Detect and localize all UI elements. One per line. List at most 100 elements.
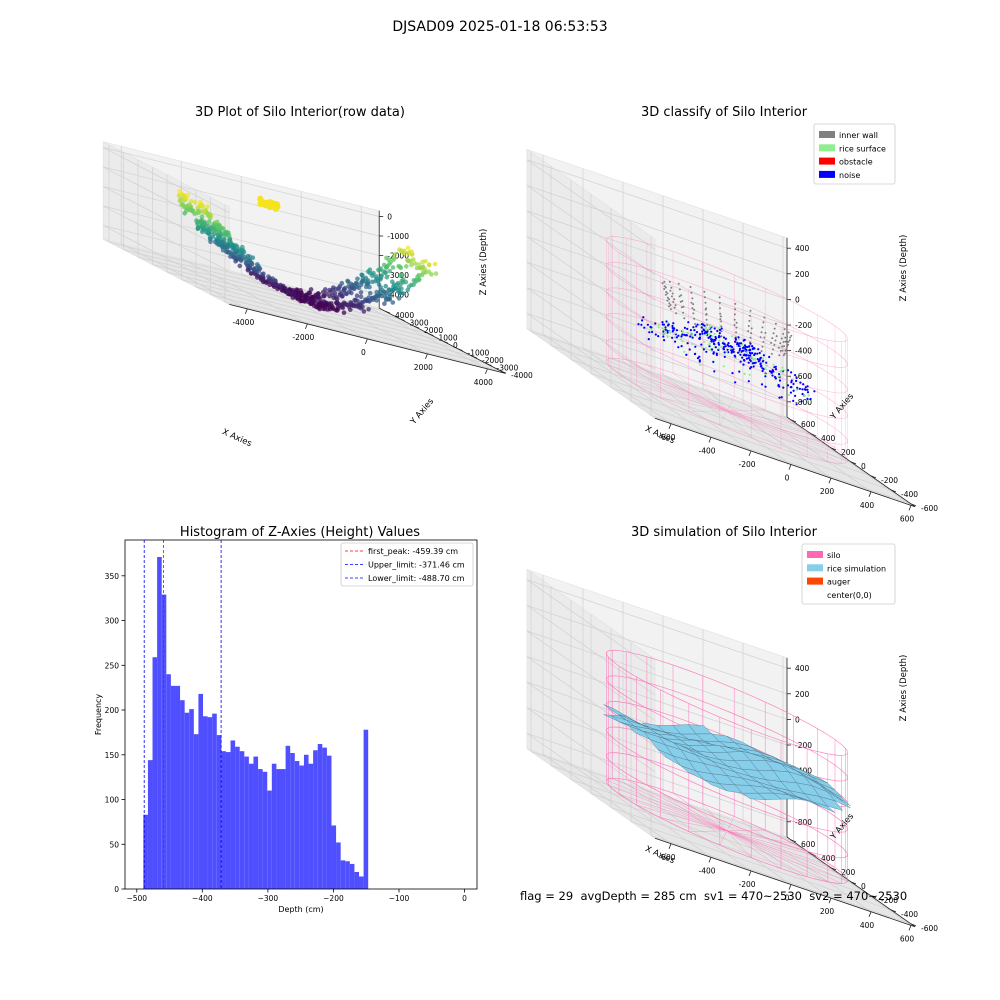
y-tick-mark [830, 867, 837, 871]
noise-point [694, 333, 697, 336]
inner-wall-point [772, 348, 774, 351]
raw-point [405, 245, 411, 250]
gridline-z [103, 205, 380, 276]
panel-simulation-title: 3D simulation of Silo Interior [631, 525, 818, 540]
inner-wall-point [750, 332, 753, 335]
noise-point [731, 346, 734, 349]
noise-point [722, 336, 726, 339]
inner-wall-point [783, 328, 786, 331]
noise-point [702, 348, 706, 351]
histogram-bar [216, 735, 222, 889]
raw-point [420, 264, 426, 270]
raw-point [352, 282, 358, 288]
rice-surface-point [737, 338, 741, 341]
raw-point [205, 223, 211, 229]
y-tick-mark [457, 348, 463, 351]
inner-wall-point [682, 311, 685, 314]
noise-point [800, 400, 803, 403]
noise-point [754, 361, 757, 364]
legend-swatch [807, 564, 823, 572]
x-tick-label: -4000 [232, 318, 254, 327]
rice-surface-point [725, 351, 728, 354]
z-axis-label: Z Axies (Depth) [479, 229, 489, 296]
silo-spoke [726, 410, 782, 449]
inner-wall-point [720, 320, 723, 323]
raw-point [374, 298, 380, 303]
panel-classify-title: 3D classify of Silo Interior [641, 105, 808, 120]
raw-point [367, 290, 373, 296]
gridline-y [195, 286, 473, 357]
rice-surface-point [657, 323, 661, 327]
y-tick-mark [790, 419, 797, 423]
noise-point [723, 351, 726, 354]
histogram-bar [225, 752, 231, 889]
inner-wall-point [782, 341, 785, 343]
x-tick-mark [828, 898, 832, 904]
raw-point [209, 226, 214, 231]
noise-point [734, 338, 738, 341]
noise-point [688, 348, 691, 351]
noise-point [680, 345, 683, 348]
y-tick-label: 400 [821, 434, 836, 443]
silo-spoke [726, 410, 808, 458]
inner-wall-point [733, 318, 736, 321]
histogram-bar [271, 763, 277, 889]
silo-spoke [726, 830, 846, 877]
rice-surface-point [772, 363, 775, 366]
inner-wall-point [671, 292, 674, 295]
legend-label: inner wall [839, 131, 878, 140]
x-tick-label: 600 [900, 934, 915, 943]
raw-point [249, 262, 255, 267]
raw-point [360, 304, 365, 310]
histogram-bar [303, 754, 309, 889]
rice-surface-point [701, 346, 704, 349]
noise-point [778, 373, 781, 376]
silo-spoke [636, 804, 728, 832]
gridline-z [526, 313, 788, 403]
raw-point [416, 277, 422, 283]
histogram-bar [359, 876, 364, 889]
inner-wall-point [683, 317, 686, 320]
noise-point [741, 356, 744, 359]
inner-wall-point [690, 301, 693, 304]
raw-point [210, 234, 215, 239]
y-tick-label: -600 [921, 924, 938, 933]
rice-surface-point [681, 329, 684, 332]
y-axis-label: Y Axies [828, 811, 856, 842]
raw-point [340, 293, 345, 299]
silo-spoke [726, 830, 808, 878]
noise-point [695, 331, 699, 334]
inner-wall-point [678, 295, 681, 298]
y-tick-mark [910, 503, 917, 507]
raw-point [366, 307, 371, 312]
x-tick-mark [708, 857, 712, 863]
raw-point [309, 298, 315, 304]
noise-point [749, 352, 752, 355]
raw-point [397, 290, 403, 296]
y-tick-label: 300 [105, 617, 120, 626]
gridline-z [526, 605, 788, 695]
inner-wall-point [668, 298, 671, 301]
rice-surface-point [748, 373, 751, 376]
raw-point [254, 268, 260, 274]
raw-point [285, 289, 291, 295]
y-tick-mark [413, 325, 420, 329]
noise-point [675, 336, 679, 339]
inner-wall-point [689, 286, 692, 288]
raw-point [406, 284, 412, 289]
raw-point [206, 219, 212, 224]
noise-point [654, 322, 657, 325]
rice-surface-point [691, 343, 694, 346]
noise-point [732, 350, 735, 353]
gridline-z [103, 147, 380, 217]
legend-box [340, 542, 474, 587]
x-tick-mark [908, 925, 912, 931]
raw-point [205, 204, 210, 209]
y-tick-label: -2000 [482, 356, 504, 365]
noise-point [640, 323, 643, 326]
raw-point [355, 298, 360, 304]
panel-raw-3d: 3D Plot of Silo Interior(row data) -4000… [102, 105, 533, 449]
raw-point [183, 204, 188, 210]
noise-point [756, 358, 759, 361]
noise-point [662, 323, 666, 326]
